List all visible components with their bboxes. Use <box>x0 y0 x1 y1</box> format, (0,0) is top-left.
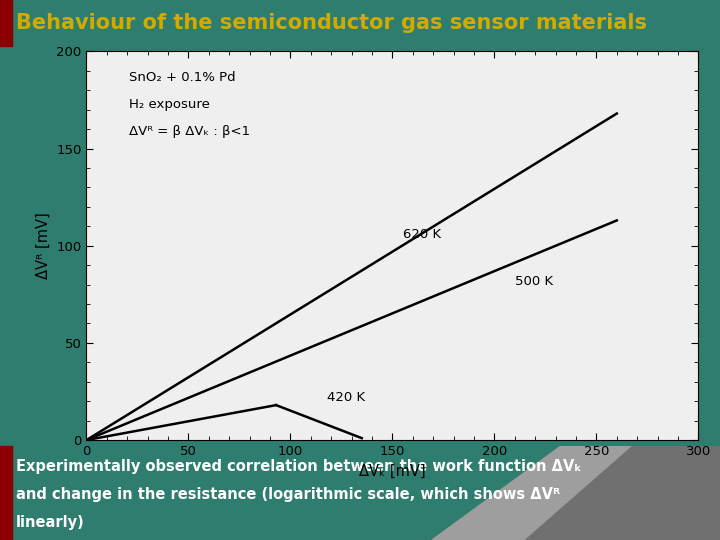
Text: 420 K: 420 K <box>327 391 365 404</box>
Text: 620 K: 620 K <box>402 228 441 241</box>
Text: 500 K: 500 K <box>515 274 553 288</box>
Text: and change in the resistance (logarithmic scale, which shows ΔVᴿ: and change in the resistance (logarithmi… <box>16 487 560 502</box>
Bar <box>0 446 12 540</box>
Polygon shape <box>432 446 720 540</box>
Polygon shape <box>526 446 720 540</box>
Text: Behaviour of the semiconductor gas sensor materials: Behaviour of the semiconductor gas senso… <box>16 13 647 33</box>
Text: linearly): linearly) <box>16 516 84 530</box>
Bar <box>0 0 12 46</box>
Y-axis label: ΔVᴿ [mV]: ΔVᴿ [mV] <box>35 212 50 279</box>
Text: Experimentally observed correlation between the work function ΔVₖ: Experimentally observed correlation betw… <box>16 459 581 474</box>
Text: SnO₂ + 0.1% Pd: SnO₂ + 0.1% Pd <box>130 71 236 84</box>
X-axis label: ΔVₖ [mV]: ΔVₖ [mV] <box>359 463 426 478</box>
Text: ΔVᴿ = β ΔVₖ : β<1: ΔVᴿ = β ΔVₖ : β<1 <box>130 125 251 138</box>
Text: H₂ exposure: H₂ exposure <box>130 98 210 111</box>
